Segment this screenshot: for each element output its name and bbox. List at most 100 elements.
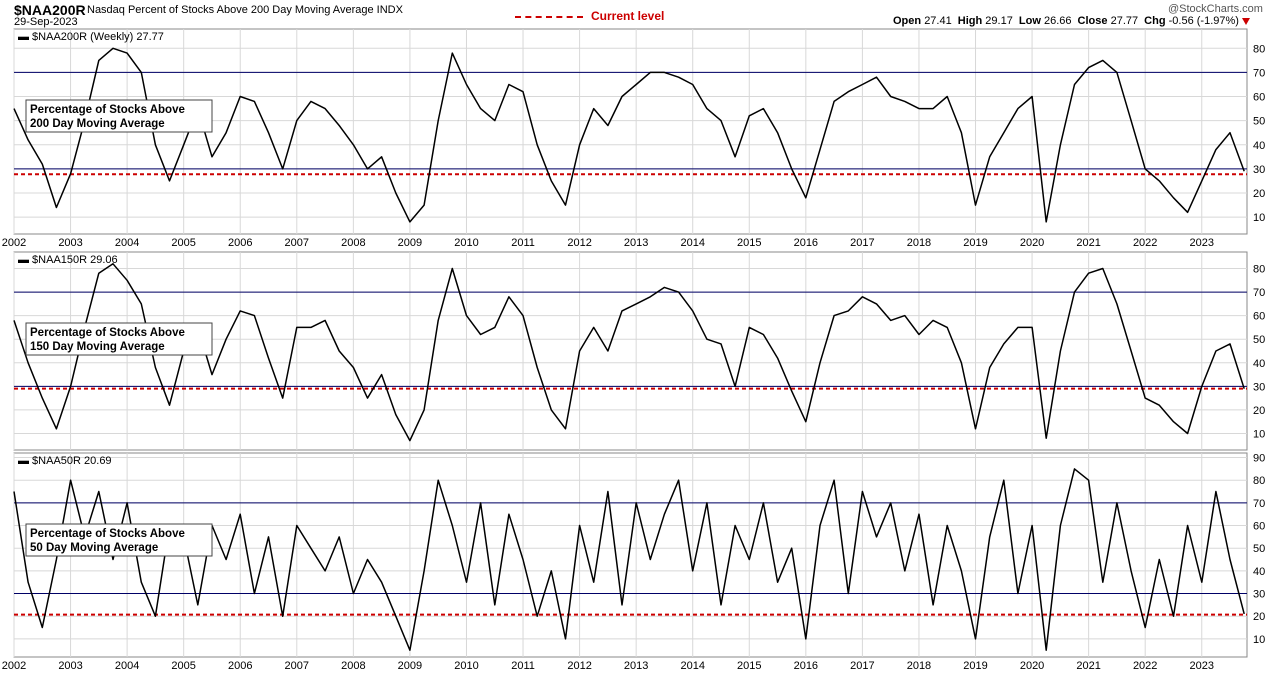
x-tick-label: 2006 xyxy=(228,660,252,672)
x-tick-label: 2008 xyxy=(341,660,365,672)
y-tick-label: 20 xyxy=(1253,405,1265,417)
y-tick-label: 70 xyxy=(1253,287,1265,299)
annotation-box xyxy=(25,523,213,557)
y-tick-label: 10 xyxy=(1253,429,1265,441)
x-tick-label: 2005 xyxy=(171,660,195,672)
low-label: Low xyxy=(1018,15,1041,27)
y-tick-label: 20 xyxy=(1253,188,1265,200)
x-tick-label: 2004 xyxy=(115,660,139,672)
open-label: Open xyxy=(893,15,922,27)
x-tick-label: 2018 xyxy=(907,237,931,249)
y-tick-label: 60 xyxy=(1253,92,1265,104)
y-tick-label: 10 xyxy=(1253,634,1265,646)
series-line xyxy=(13,47,1245,223)
annotation-text: 50 Day Moving Average xyxy=(30,542,158,554)
y-tick-label: 10 xyxy=(1253,212,1265,224)
y-tick-label: 20 xyxy=(1253,611,1265,623)
x-tick-label: 2007 xyxy=(285,660,309,672)
chg-value: -0.56 (-1.97%) xyxy=(1168,15,1239,27)
y-tick-label: 40 xyxy=(1253,140,1265,152)
x-tick-label: 2019 xyxy=(963,660,987,672)
annotation-box xyxy=(25,322,213,356)
x-tick-label: 2021 xyxy=(1076,660,1100,672)
x-tick-label: 2010 xyxy=(454,237,478,249)
y-tick-label: 80 xyxy=(1253,475,1265,487)
annotation-box xyxy=(25,99,213,133)
x-tick-label: 2014 xyxy=(680,660,704,672)
series-line xyxy=(13,468,1245,651)
y-tick-label: 60 xyxy=(1253,521,1265,533)
x-tick-label: 2013 xyxy=(624,237,648,249)
x-tick-label: 2002 xyxy=(2,660,26,672)
x-tick-label: 2015 xyxy=(737,237,761,249)
x-tick-label: 2023 xyxy=(1190,660,1214,672)
x-tick-label: 2002 xyxy=(2,237,26,249)
y-tick-label: 70 xyxy=(1253,67,1265,79)
y-tick-label: 70 xyxy=(1253,498,1265,510)
x-tick-label: 2008 xyxy=(341,237,365,249)
x-tick-label: 2021 xyxy=(1076,237,1100,249)
panel-name-label: ▬ $NAA200R (Weekly) 27.77 xyxy=(18,31,164,43)
legend-swatch xyxy=(515,16,583,18)
panel-frame xyxy=(13,452,1248,658)
x-tick-label: 2004 xyxy=(115,237,139,249)
x-tick-label: 2020 xyxy=(1020,237,1044,249)
x-tick-label: 2022 xyxy=(1133,237,1157,249)
x-tick-label: 2016 xyxy=(794,660,818,672)
x-tick-label: 2005 xyxy=(171,237,195,249)
legend-label: Current level xyxy=(591,9,665,23)
x-tick-label: 2003 xyxy=(58,660,82,672)
annotation-text: Percentage of Stocks Above xyxy=(30,104,185,116)
y-tick-label: 30 xyxy=(1253,381,1265,393)
y-tick-label: 30 xyxy=(1253,164,1265,176)
x-tick-label: 2020 xyxy=(1020,660,1044,672)
annotation-text: 150 Day Moving Average xyxy=(30,341,165,353)
x-tick-label: 2009 xyxy=(398,660,422,672)
x-tick-label: 2011 xyxy=(511,660,535,672)
x-tick-label: 2018 xyxy=(907,660,931,672)
panel-name-label: ▬ $NAA50R 20.69 xyxy=(18,455,112,467)
x-tick-label: 2016 xyxy=(794,237,818,249)
panel-frame xyxy=(13,28,1248,235)
chg-label: Chg xyxy=(1144,15,1166,27)
annotation-text: Percentage of Stocks Above xyxy=(30,327,185,339)
annotation-text: Percentage of Stocks Above xyxy=(30,528,185,540)
brand-logo[interactable]: @StockCharts.com xyxy=(1168,3,1263,15)
x-tick-label: 2017 xyxy=(850,237,874,249)
open-value: 27.41 xyxy=(924,15,952,27)
symbol-title: $NAA200R xyxy=(14,2,86,18)
x-tick-label: 2011 xyxy=(511,237,535,249)
y-tick-label: 40 xyxy=(1253,566,1265,578)
ohlc-readout: Open 27.41 High 29.17 Low 26.66 Close 27… xyxy=(893,15,1242,27)
y-tick-label: 80 xyxy=(1253,264,1265,276)
y-tick-label: 50 xyxy=(1253,543,1265,555)
low-value: 26.66 xyxy=(1043,15,1072,27)
x-tick-label: 2006 xyxy=(228,237,252,249)
chart-date: 29-Sep-2023 xyxy=(14,16,78,28)
x-tick-label: 2003 xyxy=(58,237,82,249)
x-tick-label: 2009 xyxy=(398,237,422,249)
close-label: Close xyxy=(1077,15,1108,27)
x-tick-label: 2014 xyxy=(680,237,704,249)
annotation-text: 200 Day Moving Average xyxy=(30,118,165,130)
y-tick-label: 40 xyxy=(1253,358,1265,370)
symbol-description: Nasdaq Percent of Stocks Above 200 Day M… xyxy=(87,4,403,16)
y-tick-label: 90 xyxy=(1253,453,1265,465)
x-tick-label: 2022 xyxy=(1133,660,1157,672)
panel-frame xyxy=(13,251,1248,451)
series-line xyxy=(13,263,1245,442)
x-tick-label: 2010 xyxy=(454,660,478,672)
down-triangle-icon xyxy=(1242,18,1250,25)
y-tick-label: 50 xyxy=(1253,334,1265,346)
y-tick-label: 50 xyxy=(1253,116,1265,128)
x-tick-label: 2017 xyxy=(850,660,874,672)
y-tick-label: 60 xyxy=(1253,311,1265,323)
x-tick-label: 2015 xyxy=(737,660,761,672)
x-tick-label: 2019 xyxy=(963,237,987,249)
panel-name-label: ▬ $NAA150R 29.06 xyxy=(18,254,118,266)
x-tick-label: 2012 xyxy=(567,660,591,672)
x-tick-label: 2012 xyxy=(567,237,591,249)
high-value: 29.17 xyxy=(985,15,1013,27)
